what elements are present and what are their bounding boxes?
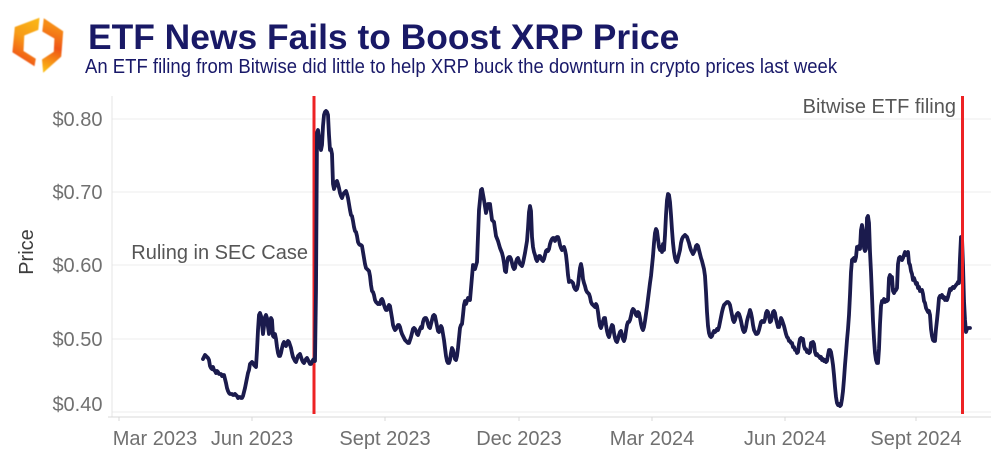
svg-text:$0.40: $0.40 [52, 394, 102, 416]
svg-text:Bitwise ETF filing: Bitwise ETF filing [803, 96, 956, 118]
svg-text:Jun 2023: Jun 2023 [211, 428, 293, 450]
svg-text:$0.50: $0.50 [52, 329, 102, 351]
svg-text:$0.80: $0.80 [52, 109, 102, 131]
svg-text:Mar 2023: Mar 2023 [113, 428, 198, 450]
svg-text:$0.70: $0.70 [52, 182, 102, 204]
svg-text:Jun 2024: Jun 2024 [744, 428, 826, 450]
svg-text:Price: Price [16, 229, 38, 275]
svg-text:Sept 2023: Sept 2023 [339, 428, 430, 450]
svg-text:Dec 2023: Dec 2023 [476, 428, 562, 450]
svg-text:$0.60: $0.60 [52, 255, 102, 277]
svg-text:Sept 2024: Sept 2024 [870, 428, 961, 450]
svg-text:Ruling in SEC Case: Ruling in SEC Case [131, 242, 308, 264]
svg-text:Mar 2024: Mar 2024 [610, 428, 695, 450]
